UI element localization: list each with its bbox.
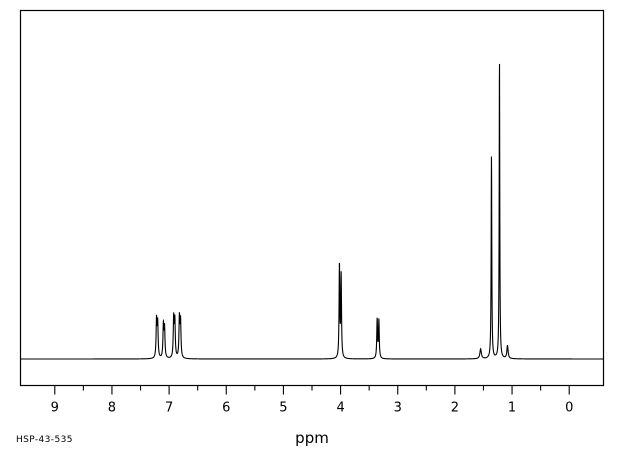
x-axis-tick-label: 7 [165,401,173,416]
x-axis-tick-label: 3 [394,401,402,416]
x-axis-tick-label: 4 [336,401,344,416]
x-axis-tick-label: 5 [279,401,287,416]
x-axis-tick-label: 2 [451,401,459,416]
x-axis-tick-labels: 9 8 7 6 5 4 3 2 1 0 [51,401,574,416]
spectrum-trace [20,63,604,360]
x-axis-ticks [54,385,570,395]
x-axis-title: ppm [295,429,329,447]
x-axis-tick-label: 8 [108,401,116,416]
x-axis-tick-label: 0 [565,401,573,416]
x-axis-tick-label: 9 [51,401,59,416]
x-axis-tick-label: 6 [222,401,230,416]
sample-id-label: HSP-43-535 [16,435,73,445]
x-axis-tick-label: 1 [508,401,516,416]
